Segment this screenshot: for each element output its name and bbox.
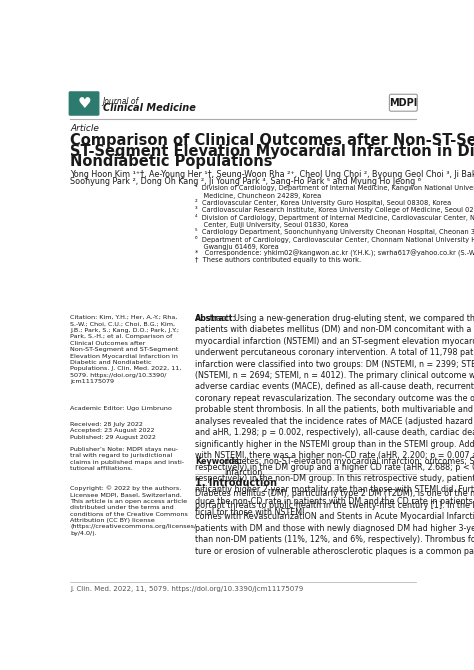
Text: ♥: ♥ [77, 96, 91, 111]
Text: Yong Hoon Kim ¹⁺†, Ae-Young Her ¹†, Seung-Woon Rha ²⁺, Cheol Ung Choi ², Byoung : Yong Hoon Kim ¹⁺†, Ae-Young Her ¹†, Seun… [70, 170, 474, 179]
Text: Nondiabetic Populations: Nondiabetic Populations [70, 154, 273, 170]
Text: Published: 29 August 2022: Published: 29 August 2022 [70, 436, 156, 440]
Text: Citation: Kim, Y.H.; Her, A.-Y.; Rha,
S.-W.; Choi, C.U.; Choi, B.G.; Kim,
J.B.; : Citation: Kim, Y.H.; Her, A.-Y.; Rha, S.… [70, 316, 182, 385]
Text: MDPI: MDPI [389, 98, 418, 108]
Text: Comparison of Clinical Outcomes after Non-ST-Segment and: Comparison of Clinical Outcomes after No… [70, 133, 474, 148]
FancyBboxPatch shape [390, 94, 417, 111]
Text: ⁴  Division of Cardiology, Department of Internal Medicine, Cardiovascular Cente: ⁴ Division of Cardiology, Department of … [195, 214, 474, 228]
Text: ³  Cardiovascular Research Institute, Korea University College of Medicine, Seou: ³ Cardiovascular Research Institute, Kor… [195, 206, 474, 213]
Text: ST-Segment Elevation Myocardial Infarction in Diabetic and: ST-Segment Elevation Myocardial Infarcti… [70, 143, 474, 159]
Text: Diabetes mellitus (DM), particularly type 2 DM (T2DM), is one of the most im-
po: Diabetes mellitus (DM), particularly typ… [195, 489, 474, 555]
Text: †  These authors contributed equally to this work.: † These authors contributed equally to t… [195, 257, 361, 263]
Text: ⁶  Department of Cardiology, Cardiovascular Center, Chonnam National University : ⁶ Department of Cardiology, Cardiovascul… [195, 236, 474, 251]
Text: Article: Article [70, 125, 99, 133]
Text: Clinical Medicine: Clinical Medicine [103, 103, 195, 113]
Text: Academic Editor: Ugo Limbruno: Academic Editor: Ugo Limbruno [70, 406, 172, 411]
Text: ²  Cardiovascular Center, Korea University Guro Hospital, Seoul 08308, Korea: ² Cardiovascular Center, Korea Universit… [195, 199, 451, 206]
Text: diabetes; non-ST-elevation myocardial infarction; outcomes; ST-elevation myocard: diabetes; non-ST-elevation myocardial in… [224, 457, 474, 478]
Text: *   Correspondence: yhkim02@kangwon.ac.kr (Y.H.K.); swrha617@yahoo.co.kr (S.-W.R: * Correspondence: yhkim02@kangwon.ac.kr … [195, 250, 474, 257]
Text: Journal of: Journal of [103, 96, 139, 106]
Text: Copyright: © 2022 by the authors.
Licensee MDPI, Basel, Switzerland.
This articl: Copyright: © 2022 by the authors. Licens… [70, 486, 196, 536]
Text: Keywords:: Keywords: [195, 457, 242, 466]
Text: Soohyung Park ², Dong Oh Kang ², Ji Young Park ⁴, Sang-Ho Park ⁵ and Myung Ho Je: Soohyung Park ², Dong Oh Kang ², Ji Youn… [70, 178, 421, 186]
Text: Publisher’s Note: MDPI stays neu-
tral with regard to jurisdictional
claims in p: Publisher’s Note: MDPI stays neu- tral w… [70, 447, 184, 471]
Text: 1. Introduction: 1. Introduction [195, 478, 277, 488]
Text: Received: 28 July 2022: Received: 28 July 2022 [70, 421, 143, 427]
Text: ⁵  Cardiology Department, Soonchunhyang University Cheonan Hospital, Cheonan 311: ⁵ Cardiology Department, Soonchunhyang U… [195, 228, 474, 235]
FancyBboxPatch shape [69, 92, 99, 115]
Text: J. Clin. Med. 2022, 11, 5079. https://doi.org/10.3390/jcm11175079: J. Clin. Med. 2022, 11, 5079. https://do… [70, 586, 303, 592]
Text: Abstract: Using a new-generation drug-eluting stent, we compared the 2-year clin: Abstract: Using a new-generation drug-el… [195, 314, 474, 517]
Text: Abstract:: Abstract: [195, 314, 237, 323]
Text: Accepted: 23 August 2022: Accepted: 23 August 2022 [70, 428, 155, 433]
Text: ¹  Division of Cardiology, Department of Internal Medicine, Kangwon National Uni: ¹ Division of Cardiology, Department of … [195, 184, 474, 199]
